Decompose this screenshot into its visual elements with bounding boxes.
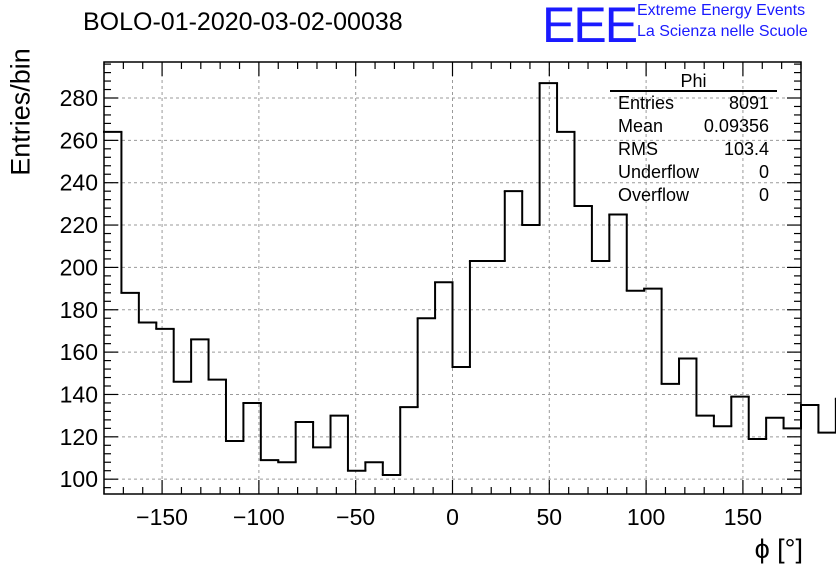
x-tick-label: −50: [336, 504, 375, 530]
histogram-bins: [103, 82, 836, 476]
stats-row-underflow: Underflow 0: [610, 161, 777, 184]
stats-label: Entries: [618, 93, 675, 113]
stats-value: 103.4: [723, 139, 769, 159]
stats-label: Overflow: [618, 185, 690, 205]
stats-row-rms: RMS 103.4: [610, 138, 777, 161]
y-tick-label: 240: [60, 170, 98, 196]
stats-row-overflow: Overflow 0: [610, 184, 777, 207]
x-tick-label: 50: [537, 504, 563, 530]
stats-value: 0: [758, 162, 769, 182]
stats-row-mean: Mean 0.09356: [610, 115, 777, 138]
org-name-line2: La Scienza nelle Scuole: [637, 23, 808, 40]
y-tick-label: 180: [60, 297, 98, 323]
stats-label: Underflow: [618, 162, 700, 182]
y-tick-label: 220: [60, 212, 98, 238]
stats-value: 0.09356: [703, 116, 769, 136]
x-tick-label: 150: [724, 504, 762, 530]
stats-title: Phi: [610, 71, 777, 92]
axis-ticks: [103, 62, 802, 494]
y-tick-label: 120: [60, 424, 98, 450]
y-tick-label: 280: [60, 85, 98, 111]
y-axis-label: Entries/bin: [5, 48, 36, 176]
org-name-line1: Extreme Energy Events: [637, 2, 806, 19]
stats-label: RMS: [618, 139, 658, 159]
stats-row-entries: Entries 8091: [610, 92, 777, 115]
y-tick-label: 200: [60, 254, 98, 280]
x-axis-label: ϕ [°]: [754, 534, 803, 564]
x-tick-label: 0: [446, 504, 459, 530]
chart-title: BOLO-01-2020-03-02-00038: [83, 8, 403, 36]
x-tick-labels: −150 −100 −50 0 50 100 150: [136, 504, 762, 530]
y-tick-label: 160: [60, 339, 98, 365]
stats-label: Mean: [618, 116, 664, 136]
y-tick-label: 260: [60, 127, 98, 153]
stats-value: 0: [758, 185, 769, 205]
eee-logo: EEE: [542, 0, 638, 53]
stats-box: Phi Entries 8091 Mean 0.09356 RMS 103.4 …: [610, 71, 777, 207]
stats-value: 8091: [728, 93, 769, 113]
y-tick-label: 100: [60, 466, 98, 492]
y-tick-label: 140: [60, 381, 98, 407]
y-tick-labels: 100 120 140 160 180 200 220 240 260 280: [60, 85, 98, 492]
x-tick-label: −150: [136, 504, 188, 530]
x-tick-label: −100: [233, 504, 285, 530]
x-tick-label: 100: [627, 504, 665, 530]
